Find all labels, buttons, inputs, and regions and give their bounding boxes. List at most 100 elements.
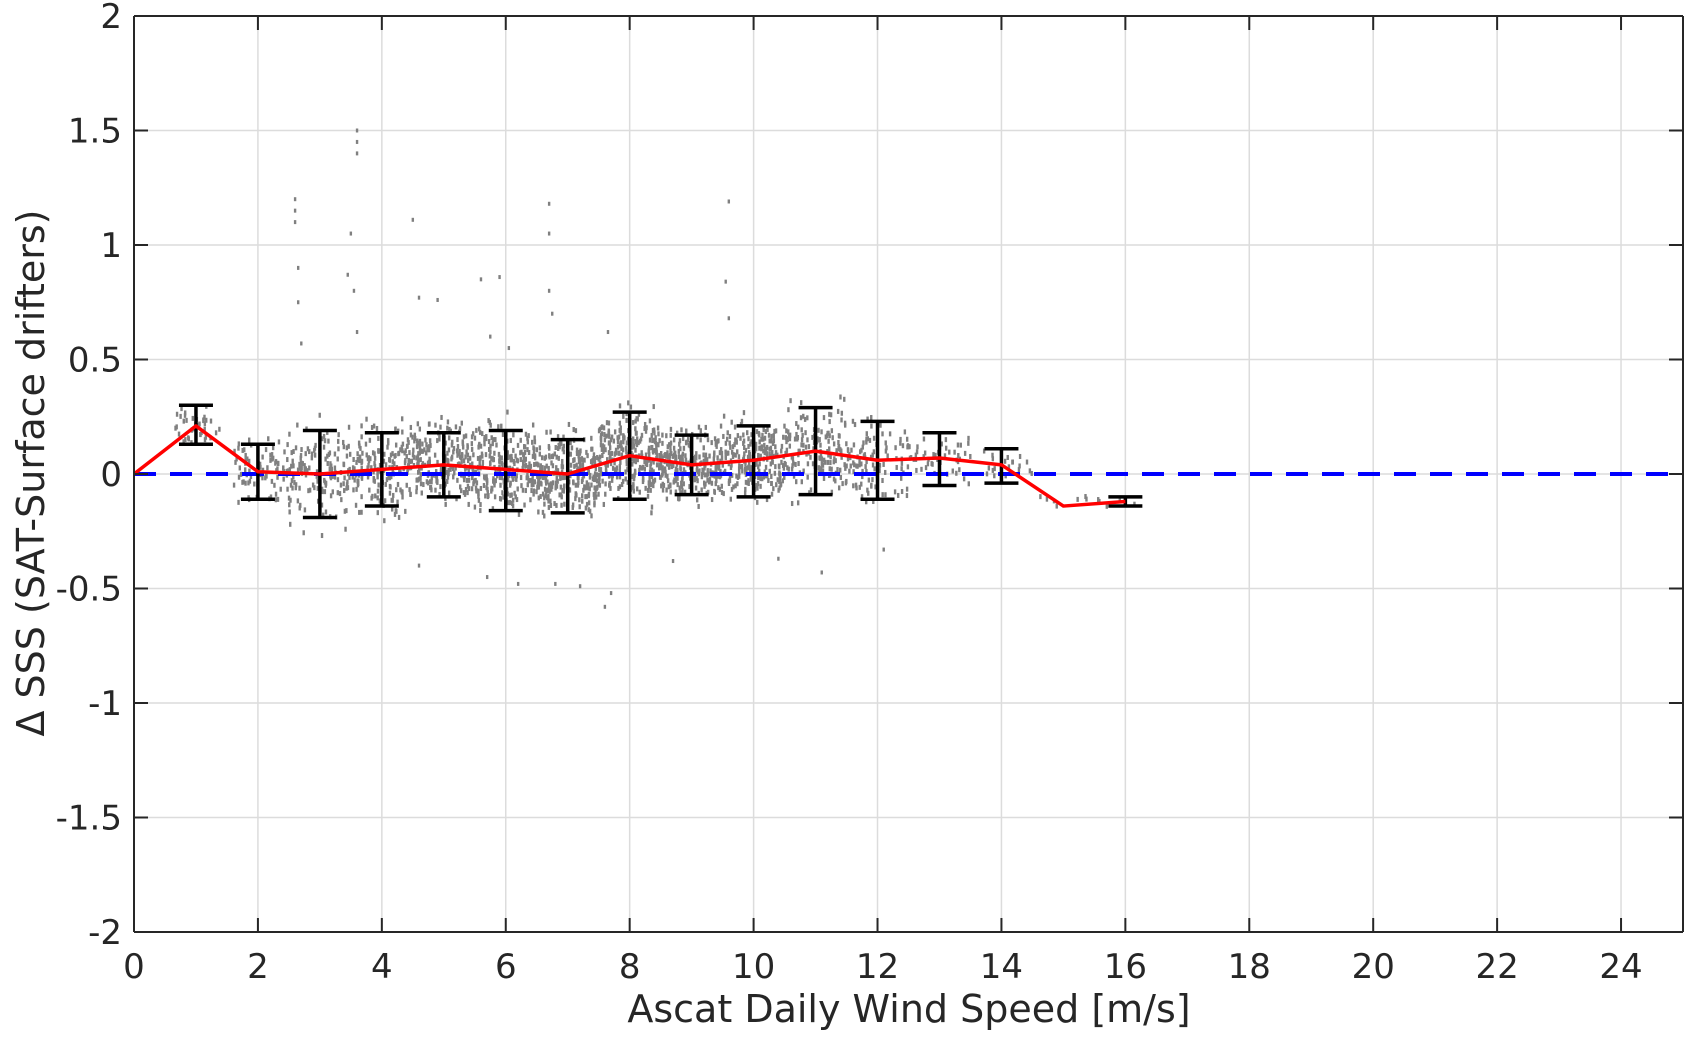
scatter-point bbox=[585, 485, 588, 491]
scatter-point bbox=[555, 483, 559, 489]
scatter-point bbox=[943, 453, 947, 459]
scatter-point bbox=[491, 486, 494, 492]
scatter-point bbox=[669, 444, 672, 450]
scatter-point bbox=[543, 495, 546, 501]
scatter-point bbox=[336, 456, 339, 462]
scatter-point bbox=[577, 466, 580, 472]
scatter-point bbox=[840, 454, 843, 460]
scatter-point bbox=[583, 457, 586, 463]
scatter-point bbox=[785, 447, 789, 453]
scatter-point bbox=[446, 478, 449, 484]
y-tick-labels: -2-1.5-1-0.500.511.52 bbox=[56, 0, 122, 953]
scatter-point bbox=[618, 420, 622, 426]
scatter-point bbox=[772, 438, 776, 444]
scatter-point bbox=[237, 441, 241, 447]
scatter-point bbox=[878, 468, 881, 474]
scatter-point bbox=[629, 404, 633, 410]
scatter-point bbox=[804, 430, 807, 436]
scatter-point bbox=[669, 426, 673, 432]
scatter-point bbox=[390, 506, 394, 512]
scatter-point bbox=[764, 429, 768, 435]
scatter-point bbox=[639, 436, 643, 442]
scatter-point bbox=[809, 454, 812, 460]
scatter-point bbox=[679, 490, 682, 496]
scatter-point bbox=[720, 455, 724, 461]
scatter-point bbox=[634, 439, 637, 445]
scatter-point bbox=[544, 480, 548, 486]
scatter-point bbox=[899, 440, 902, 446]
scatter-point bbox=[447, 490, 451, 496]
scatter-point bbox=[736, 474, 740, 480]
scatter-point bbox=[719, 468, 722, 474]
scatter-point bbox=[426, 447, 429, 453]
scatter-point bbox=[343, 475, 346, 481]
scatter-point bbox=[850, 447, 853, 453]
scatter-point bbox=[392, 492, 395, 498]
scatter-point bbox=[587, 468, 590, 474]
scatter-point bbox=[306, 446, 310, 452]
scatter-point bbox=[884, 492, 887, 498]
scatter-point bbox=[577, 480, 580, 486]
scatter-point bbox=[550, 483, 554, 489]
scatter-point bbox=[746, 454, 750, 460]
scatter-point bbox=[383, 451, 386, 457]
scatter-point bbox=[760, 436, 763, 442]
scatter-point bbox=[539, 493, 542, 499]
scatter-point bbox=[672, 479, 675, 485]
scatter-point bbox=[447, 447, 451, 453]
scatter-point bbox=[643, 421, 647, 427]
scatter-point bbox=[578, 504, 581, 510]
scatter-point bbox=[836, 408, 840, 414]
scatter-point bbox=[310, 455, 314, 461]
scatter-point bbox=[482, 474, 486, 480]
scatter-point bbox=[703, 480, 706, 486]
scatter-point bbox=[650, 432, 653, 438]
scatter-point bbox=[425, 450, 428, 456]
scatter-point bbox=[631, 420, 635, 426]
scatter-point bbox=[704, 424, 708, 430]
scatter-point bbox=[739, 464, 742, 470]
scatter-point bbox=[774, 450, 778, 456]
scatter-point bbox=[399, 447, 402, 453]
scatter-point bbox=[732, 484, 735, 490]
scatter-point bbox=[582, 487, 585, 493]
scatter-point bbox=[354, 502, 358, 508]
scatter-point bbox=[274, 491, 278, 497]
scatter-point bbox=[720, 483, 723, 489]
scatter-point bbox=[344, 526, 347, 532]
scatter-point bbox=[522, 453, 526, 459]
scatter-point bbox=[818, 468, 821, 474]
scatter-point bbox=[944, 437, 948, 443]
scatter-point bbox=[713, 450, 716, 456]
scatter-point bbox=[672, 437, 676, 443]
scatter-point bbox=[289, 497, 292, 503]
scatter-point bbox=[355, 139, 359, 144]
scatter-point bbox=[372, 475, 375, 481]
scatter-point bbox=[648, 452, 651, 458]
scatter-point bbox=[831, 435, 834, 441]
scatter-point bbox=[744, 486, 747, 492]
scatter-point bbox=[376, 470, 379, 476]
scatter-point bbox=[559, 484, 563, 490]
scatter-point bbox=[567, 421, 571, 427]
scatter-point bbox=[647, 448, 651, 454]
scatter-point bbox=[706, 468, 709, 474]
scatter-point bbox=[478, 429, 482, 435]
scatter-point bbox=[915, 449, 919, 455]
scatter-point bbox=[450, 456, 453, 462]
scatter-point bbox=[466, 443, 469, 449]
scatter-point bbox=[291, 458, 294, 464]
scatter-point bbox=[424, 437, 427, 443]
scatter-point bbox=[748, 465, 751, 471]
scatter-point bbox=[853, 462, 856, 468]
scatter-point bbox=[420, 490, 423, 496]
scatter-point bbox=[500, 460, 504, 466]
scatter-point bbox=[326, 453, 329, 459]
scatter-point bbox=[179, 413, 182, 419]
scatter-point bbox=[588, 486, 591, 492]
scatter-point bbox=[591, 446, 594, 452]
scatter-point bbox=[1085, 496, 1088, 502]
scatter-point bbox=[652, 483, 655, 489]
scatter-point bbox=[539, 474, 542, 480]
scatter-point bbox=[955, 470, 958, 476]
